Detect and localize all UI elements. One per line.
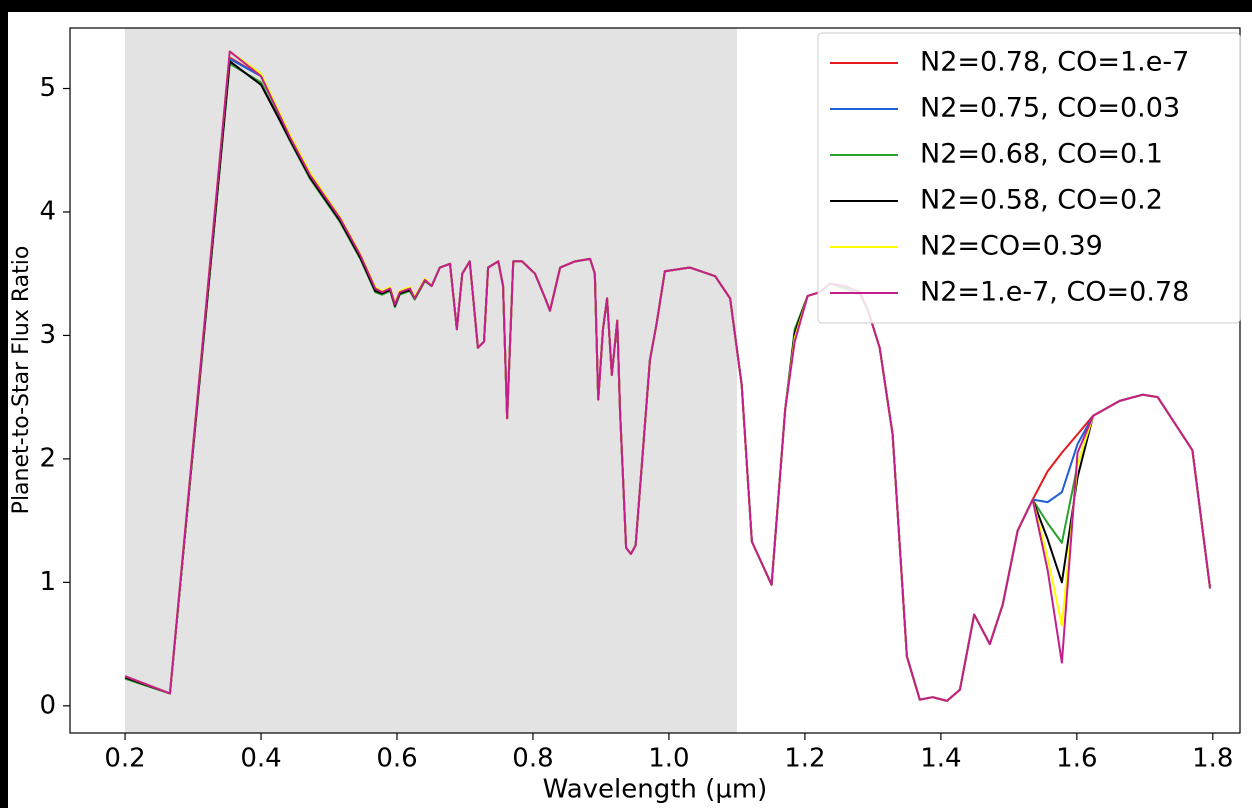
x-tick-label: 1.8	[1192, 744, 1233, 774]
shaded-region	[125, 28, 737, 733]
legend-label: N2=1.e-7, CO=0.78	[920, 277, 1189, 308]
offset-label: 1e−10	[72, 0, 112, 13]
legend-label: N2=0.78, CO=1.e-7	[920, 47, 1189, 78]
x-tick-label: 1.4	[920, 744, 961, 774]
legend-box	[817, 32, 1241, 324]
x-tick-label: 0.8	[512, 744, 553, 774]
y-tick-label: 3	[39, 320, 56, 350]
axes-frame	[69, 27, 1241, 734]
y-tick-label: 1	[39, 567, 56, 597]
y-axis-label: Planet-to-Star Flux Ratio	[9, 246, 34, 515]
x-tick-label: 1.0	[648, 744, 689, 774]
x-axis-label: Wavelength (µm)	[543, 775, 768, 805]
legend-label: N2=0.68, CO=0.1	[920, 139, 1163, 170]
plot-area	[124, 28, 1212, 733]
y-tick-label: 5	[39, 73, 56, 103]
x-tick-label: 1.6	[1056, 744, 1097, 774]
x-tick-label: 1.2	[784, 744, 825, 774]
x-tick-label: 0.4	[240, 744, 281, 774]
series-line	[124, 50, 1212, 702]
x-tick-label: 0.2	[104, 744, 145, 774]
legend-label: N2=0.75, CO=0.03	[920, 93, 1180, 124]
legend-label: N2=CO=0.39	[920, 231, 1103, 262]
y-tick-label: 0	[39, 690, 56, 720]
y-tick-label: 4	[39, 196, 56, 226]
legend-label: N2=0.58, CO=0.2	[920, 185, 1163, 216]
y-tick-label: 2	[39, 443, 56, 473]
x-tick-label: 0.6	[376, 744, 417, 774]
